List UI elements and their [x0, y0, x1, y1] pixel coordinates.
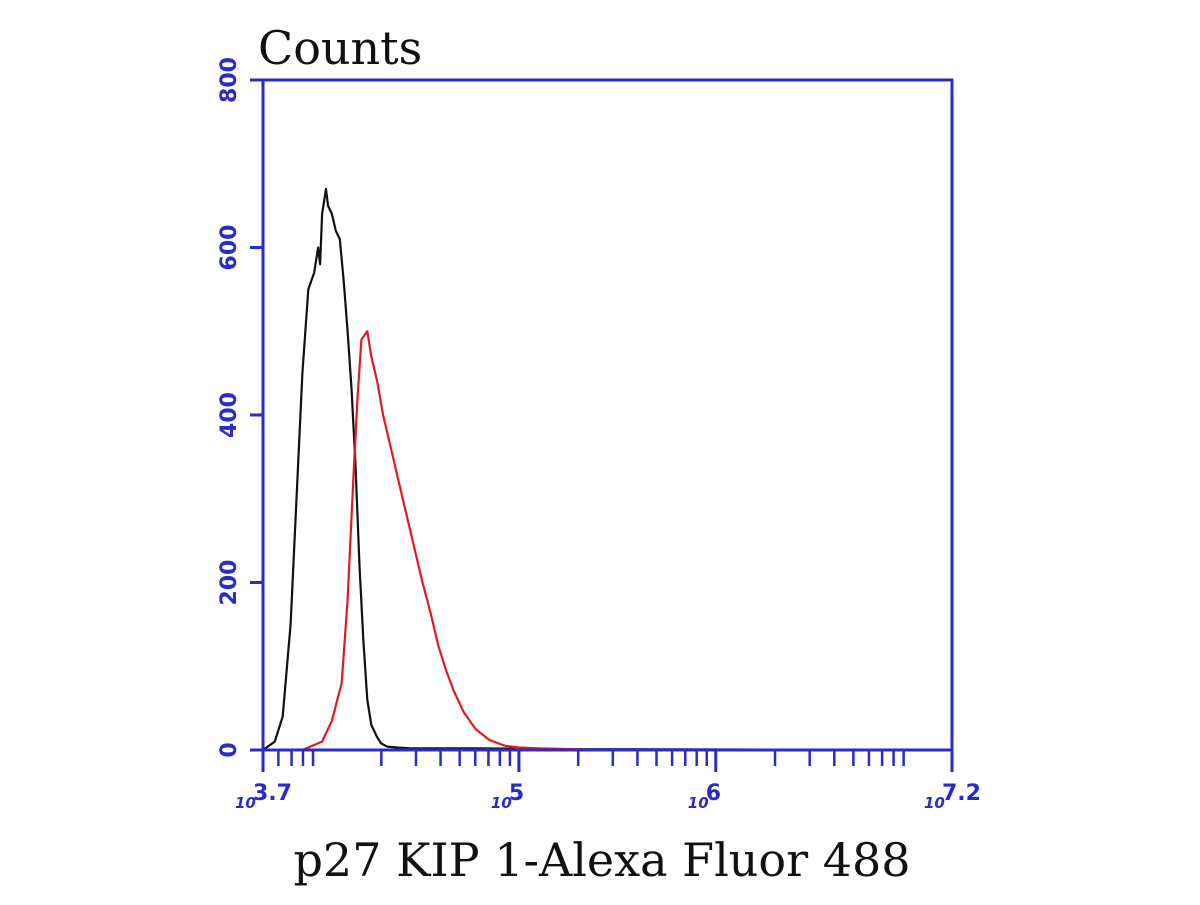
- series-line-1: [262, 187, 953, 752]
- y-tick-label: 400: [217, 392, 242, 438]
- x-tick-label-base: 10: [235, 794, 256, 812]
- x-tick-label-exponent: 6: [706, 781, 721, 806]
- x-tick-label-exponent: 7.2: [942, 781, 981, 806]
- series-line-2: [263, 330, 952, 752]
- y-tick-label: 0: [217, 742, 242, 757]
- y-tick-label: 600: [217, 225, 242, 271]
- y-axis-label: Counts: [258, 21, 422, 75]
- plot-frame: [261, 78, 954, 752]
- y-tick-label: 200: [217, 560, 242, 606]
- x-tick-label-base: 10: [491, 794, 512, 812]
- x-tick-label-base: 10: [688, 794, 709, 812]
- y-tick-label: 800: [217, 57, 242, 103]
- x-tick-label-exponent: 5: [509, 781, 524, 806]
- x-tick-label-exponent: 3.7: [253, 781, 292, 806]
- x-tick-label-base: 10: [924, 794, 945, 812]
- x-axis-label: p27 KIP 1-Alexa Fluor 488: [293, 833, 910, 887]
